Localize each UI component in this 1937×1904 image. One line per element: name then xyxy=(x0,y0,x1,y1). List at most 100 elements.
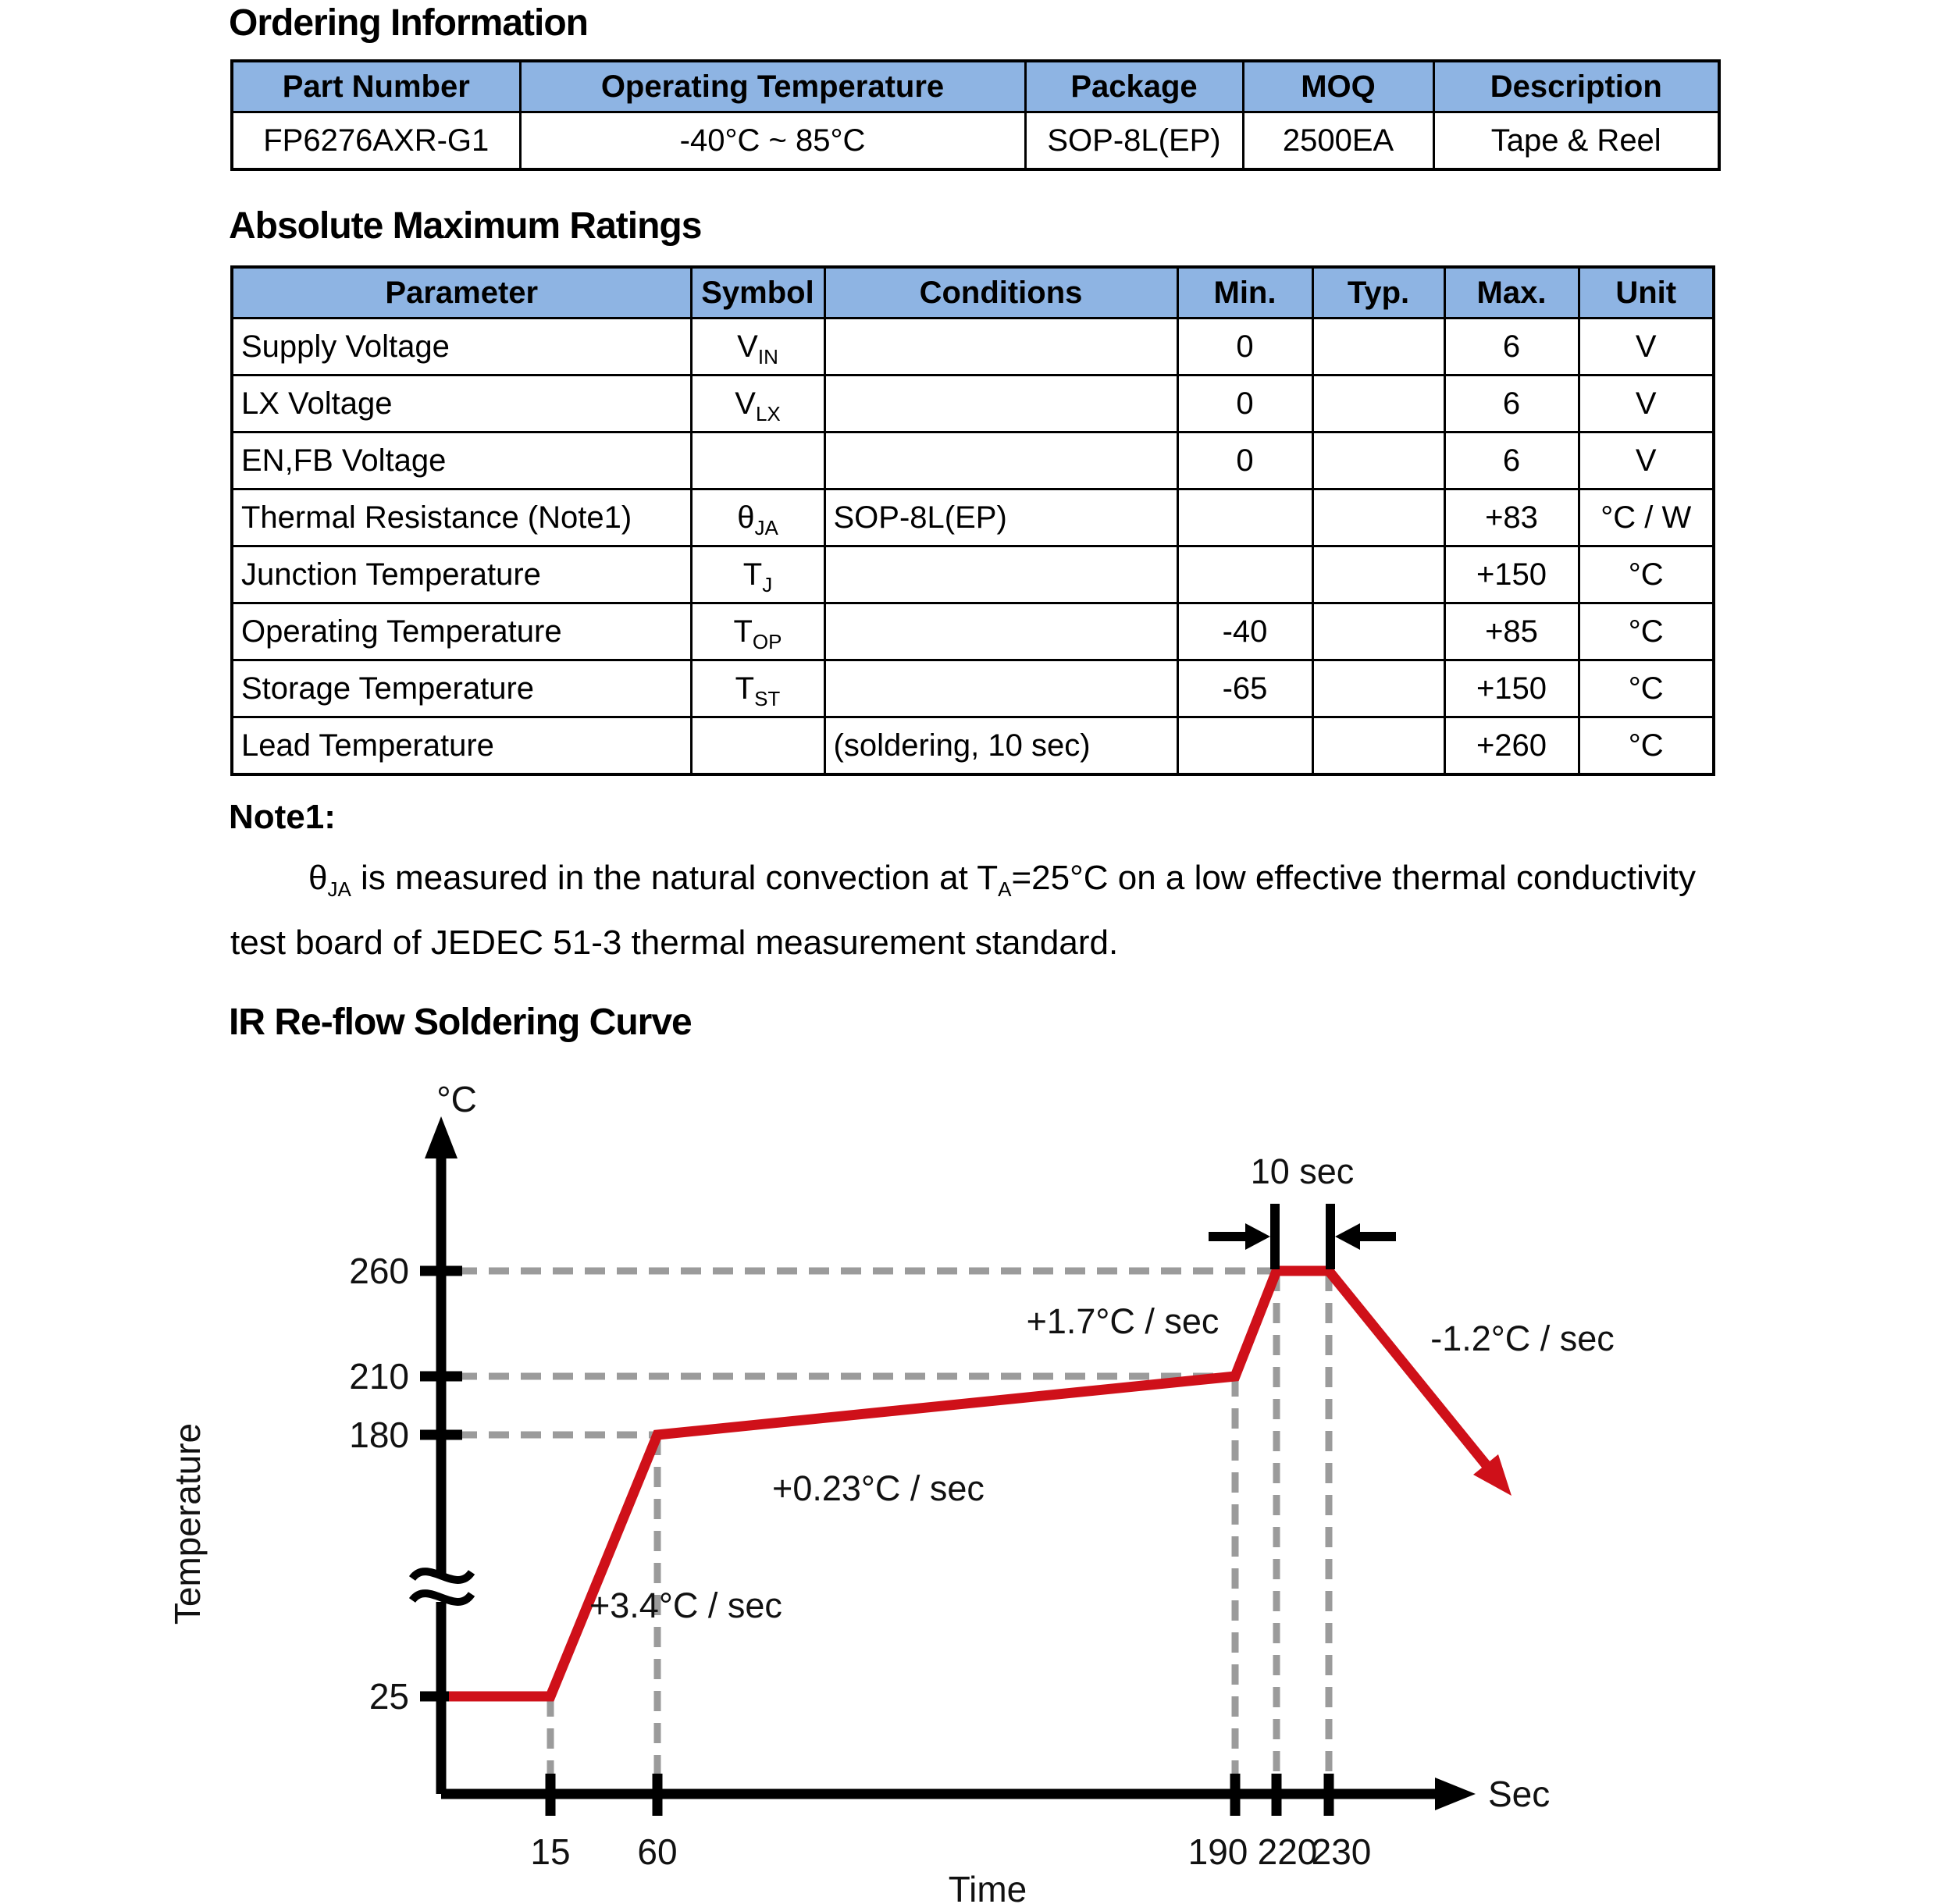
symbol-subscript: JA xyxy=(754,515,778,539)
y-axis-unit-label: °C xyxy=(436,1079,477,1119)
amr-parameter-cell: LX Voltage xyxy=(230,374,693,433)
amr-table-body: Supply Voltage VIN 0 6 V LX Voltage VLX 0 6 V EN,F… xyxy=(230,317,1715,776)
amr-symbol-cell: VLX xyxy=(689,374,826,433)
x-tick-label: 230 xyxy=(1312,1831,1372,1872)
annotation-peak_duration: 10 sec xyxy=(1251,1151,1355,1191)
amr-symbol-cell: TJ xyxy=(689,545,826,604)
amr-header-cell: Parameter xyxy=(230,265,693,319)
amr-conditions-cell xyxy=(823,602,1179,661)
amr-min-cell: -40 xyxy=(1176,602,1314,661)
amr-header-cell: Max. xyxy=(1443,265,1580,319)
note1-text: θJA is measured in the natural convectio… xyxy=(230,859,1696,962)
amr-parameter-cell: Storage Temperature xyxy=(230,659,693,718)
amr-max-cell: +150 xyxy=(1443,659,1580,718)
absolute-maximum-ratings-table: Parameter Symbol Conditions Min. Typ. Max. Uni… xyxy=(230,265,1715,776)
amr-data-row: EN,FB Voltage 0 6 V xyxy=(230,431,1715,490)
amr-header-cell: Symbol xyxy=(689,265,826,319)
axis-titles: °C Sec Temperature Time xyxy=(167,1079,1550,1904)
curve-end-arrow-icon xyxy=(1473,1454,1512,1496)
peak-duration-bracket xyxy=(1209,1204,1396,1269)
amr-header-cell: Typ. xyxy=(1311,265,1446,319)
amr-parameter-cell: Thermal Resistance (Note1) xyxy=(230,488,693,547)
amr-symbol-cell: θJA xyxy=(689,488,826,547)
amr-typ-cell xyxy=(1311,431,1446,490)
ordering-data-cell: -40°C ~ 85°C xyxy=(518,111,1027,171)
y-axis-title: Temperature xyxy=(167,1423,208,1625)
amr-parameter-cell: Junction Temperature xyxy=(230,545,693,604)
amr-min-cell xyxy=(1176,545,1314,604)
amr-header-row: Parameter Symbol Conditions Min. Typ. Max. Uni… xyxy=(230,265,1715,319)
amr-typ-cell xyxy=(1311,659,1446,718)
x-tick-label: 190 xyxy=(1188,1831,1248,1872)
amr-parameter-cell: Supply Voltage xyxy=(230,317,693,376)
amr-data-row: Operating Temperature TOP -40 +85 °C xyxy=(230,602,1715,661)
amr-unit-cell: V xyxy=(1577,431,1715,490)
symbol-base: V xyxy=(737,329,758,364)
x-axis-unit-label: Sec xyxy=(1488,1774,1550,1814)
amr-parameter-cell: Operating Temperature xyxy=(230,602,693,661)
annotation-ramp1: +3.4°C / sec xyxy=(589,1585,782,1625)
ordering-data-row: FP6276AXR-G1 -40°C ~ 85°C SOP-8L(EP) 2500EA… xyxy=(230,111,1721,171)
symbol-subscript: ST xyxy=(754,686,781,710)
right-arrowhead-icon xyxy=(1245,1223,1270,1250)
symbol-subscript: OP xyxy=(752,629,782,653)
reflow-temperature-curve xyxy=(449,1265,1494,1702)
amr-max-cell: +85 xyxy=(1443,602,1580,661)
ordering-data-cell: FP6276AXR-G1 xyxy=(230,111,522,171)
ordering-data-cell: SOP-8L(EP) xyxy=(1024,111,1244,171)
symbol-subscript: LX xyxy=(755,401,781,425)
amr-header-cell: Unit xyxy=(1577,265,1715,319)
ordering-header-cell: Package xyxy=(1024,59,1244,113)
ordering-table-header: Part Number Operating Temperature Package M… xyxy=(230,59,1721,113)
ordering-data-cell: Tape & Reel xyxy=(1432,111,1721,171)
amr-symbol-cell: TST xyxy=(689,659,826,718)
amr-symbol-cell: TOP xyxy=(689,602,826,661)
ordering-data-cell: 2500EA xyxy=(1241,111,1435,171)
ordering-header-cell: Operating Temperature xyxy=(518,59,1027,113)
dashed-guides xyxy=(457,1267,1333,1794)
amr-min-cell: 0 xyxy=(1176,317,1314,376)
symbol-base: V xyxy=(735,386,756,421)
amr-data-row: Thermal Resistance (Note1) θJA SOP-8L(EP) +… xyxy=(230,488,1715,547)
amr-unit-cell: °C xyxy=(1577,602,1715,661)
section-title-ordering-information: Ordering Information xyxy=(229,2,589,44)
y-tick-label: 210 xyxy=(349,1356,409,1397)
amr-unit-cell: °C xyxy=(1577,545,1715,604)
x-tick-label: 220 xyxy=(1258,1831,1318,1872)
amr-max-cell: +150 xyxy=(1443,545,1580,604)
annotation-cool: -1.2°C / sec xyxy=(1430,1319,1615,1358)
amr-typ-cell xyxy=(1311,374,1446,433)
symbol-base: T xyxy=(742,557,763,592)
amr-unit-cell: V xyxy=(1577,317,1715,376)
amr-min-cell: -65 xyxy=(1176,659,1314,718)
ordering-header-row: Part Number Operating Temperature Package M… xyxy=(230,59,1721,113)
tick-marks xyxy=(420,1265,1334,1816)
amr-min-cell: 0 xyxy=(1176,431,1314,490)
amr-symbol-cell xyxy=(689,431,826,490)
amr-unit-cell: °C / W xyxy=(1577,488,1715,547)
amr-conditions-cell xyxy=(823,545,1179,604)
y-axis-arrow-icon xyxy=(425,1116,458,1158)
axis-break-icon xyxy=(408,1568,475,1584)
amr-typ-cell xyxy=(1311,545,1446,604)
note-subscript: JA xyxy=(327,877,351,901)
amr-unit-cell: °C xyxy=(1577,716,1715,776)
symbol-subscript: IN xyxy=(757,344,778,368)
amr-unit-cell: V xyxy=(1577,374,1715,433)
annotation-ramp2: +0.23°C / sec xyxy=(772,1468,985,1508)
symbol-base: θ xyxy=(737,500,755,535)
axis-break-icon xyxy=(408,1589,475,1606)
ordering-header-cell: MOQ xyxy=(1241,59,1435,113)
amr-unit-cell: °C xyxy=(1577,659,1715,718)
amr-typ-cell xyxy=(1311,716,1446,776)
amr-data-row: Supply Voltage VIN 0 6 V xyxy=(230,317,1715,376)
ordering-header-cell: Description xyxy=(1432,59,1721,113)
amr-header-cell: Min. xyxy=(1176,265,1314,319)
symbol-base: T xyxy=(735,671,755,706)
amr-max-cell: 6 xyxy=(1443,374,1580,433)
amr-parameter-cell: EN,FB Voltage xyxy=(230,431,693,490)
ordering-header-cell: Part Number xyxy=(230,59,522,113)
